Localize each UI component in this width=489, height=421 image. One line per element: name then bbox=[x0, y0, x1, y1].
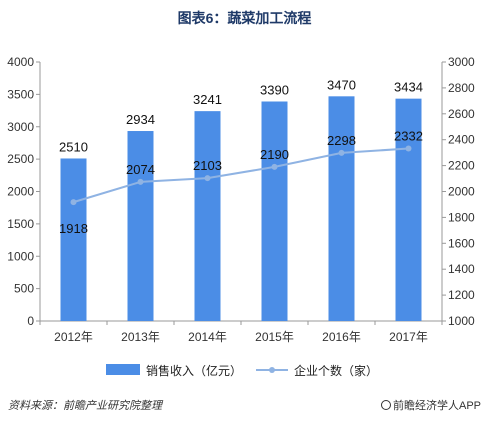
right-tick-label: 1000 bbox=[448, 314, 475, 328]
legend-line-marker bbox=[269, 367, 275, 373]
bar bbox=[328, 96, 355, 321]
legend-line-label: 企业个数（家） bbox=[294, 363, 378, 378]
bar bbox=[395, 98, 422, 321]
x-tick-label: 2017年 bbox=[389, 330, 428, 344]
right-tick-label: 1800 bbox=[448, 210, 475, 224]
bar bbox=[60, 158, 87, 321]
line-point bbox=[405, 145, 412, 152]
line-data-label: 2074 bbox=[126, 162, 155, 177]
bar-data-label: 2934 bbox=[126, 112, 155, 127]
left-tick-label: 1500 bbox=[7, 217, 34, 231]
right-tick-label: 1200 bbox=[448, 288, 475, 302]
bar-data-label: 2510 bbox=[59, 139, 88, 154]
right-tick-label: 1600 bbox=[448, 236, 475, 250]
x-tick-label: 2014年 bbox=[188, 330, 227, 344]
left-tick-label: 4000 bbox=[7, 55, 34, 69]
left-tick-label: 2000 bbox=[7, 185, 34, 199]
left-tick-label: 1000 bbox=[7, 249, 34, 263]
brand-text: 前瞻经济学人APP bbox=[392, 400, 481, 412]
line-data-label: 2298 bbox=[327, 133, 356, 148]
bar bbox=[261, 101, 288, 321]
right-tick-label: 3000 bbox=[448, 55, 475, 69]
legend-bar-label: 销售收入（亿元） bbox=[146, 363, 242, 378]
right-tick-label: 1400 bbox=[448, 262, 475, 276]
line-point bbox=[271, 163, 278, 170]
legend-bar-swatch bbox=[106, 364, 140, 375]
right-tick-label: 2800 bbox=[448, 81, 475, 95]
right-tick-label: 2400 bbox=[448, 133, 475, 147]
left-tick-label: 500 bbox=[14, 282, 34, 296]
right-tick-label: 2000 bbox=[448, 185, 475, 199]
line-point bbox=[137, 178, 144, 185]
line-point bbox=[204, 175, 211, 182]
line-data-label: 1918 bbox=[59, 221, 88, 236]
left-tick-label: 3000 bbox=[7, 120, 34, 134]
line-data-label: 2103 bbox=[193, 158, 222, 173]
x-tick-label: 2012年 bbox=[54, 330, 93, 344]
x-tick-label: 2013年 bbox=[121, 330, 160, 344]
source-note: 资料来源：前瞻产业研究院整理 bbox=[8, 400, 162, 412]
right-tick-label: 2600 bbox=[448, 107, 475, 121]
left-tick-label: 3500 bbox=[7, 87, 34, 101]
brand-label: 前瞻经济学人APP bbox=[380, 397, 481, 413]
series-line bbox=[73, 147, 409, 204]
bar bbox=[127, 131, 154, 321]
bar-data-label: 3470 bbox=[327, 77, 356, 92]
line-point bbox=[70, 199, 77, 206]
x-tick-label: 2015年 bbox=[255, 330, 294, 344]
brand-icon bbox=[380, 400, 391, 410]
line-data-label: 2332 bbox=[394, 129, 423, 144]
bar-data-label: 3241 bbox=[193, 92, 222, 107]
bar-data-label: 3434 bbox=[394, 80, 423, 95]
right-tick-label: 2200 bbox=[448, 159, 475, 173]
left-tick-label: 2500 bbox=[7, 152, 34, 166]
chart-title: 图表6：蔬菜加工流程 bbox=[177, 10, 312, 26]
x-tick-label: 2016年 bbox=[322, 330, 361, 344]
bar bbox=[194, 111, 221, 321]
left-tick-label: 0 bbox=[27, 314, 34, 328]
bar-data-label: 3390 bbox=[260, 82, 289, 97]
line-point bbox=[338, 149, 345, 156]
line-data-label: 2190 bbox=[260, 147, 289, 162]
